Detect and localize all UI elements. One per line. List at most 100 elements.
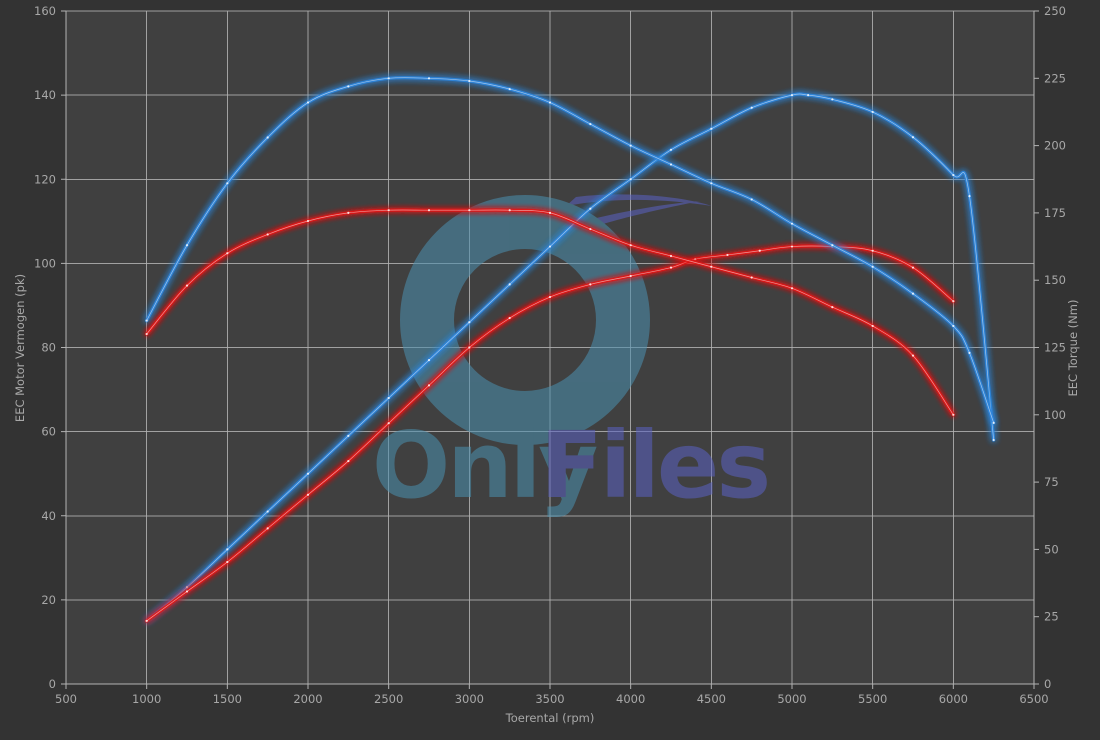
y-tick-label: 100 — [34, 256, 56, 270]
data-point-marker — [185, 586, 189, 589]
data-point-marker — [831, 98, 834, 101]
data-point-marker — [226, 182, 229, 185]
data-point-marker — [468, 346, 471, 349]
data-point-marker — [952, 324, 955, 328]
data-point-marker — [145, 332, 148, 336]
y-tick-label: 40 — [41, 509, 56, 523]
data-point-marker — [266, 136, 269, 139]
data-point-marker — [548, 245, 552, 248]
data-point-marker — [589, 207, 592, 210]
data-point-marker — [427, 384, 431, 387]
data-point-marker — [427, 359, 431, 362]
data-point-marker — [790, 222, 794, 225]
x-tick-label: 2000 — [293, 692, 322, 706]
x-axis-title: Toerental (rpm) — [505, 711, 595, 725]
data-point-marker — [508, 283, 511, 286]
data-point-marker — [831, 244, 834, 247]
data-point-marker — [750, 198, 753, 201]
series-line — [145, 75, 996, 425]
x-tick-label: 3500 — [535, 692, 564, 706]
y2-tick-label: 75 — [1044, 475, 1059, 489]
watermark-text-only: Only — [372, 412, 597, 519]
data-point-marker — [226, 560, 229, 564]
watermark-text-files: Files — [540, 412, 768, 519]
data-point-marker — [508, 209, 511, 212]
x-tick-label: 500 — [55, 692, 77, 706]
data-point-marker — [669, 148, 673, 151]
y2-tick-label: 250 — [1044, 4, 1066, 18]
data-point-marker — [548, 101, 552, 104]
data-point-marker — [992, 438, 995, 442]
data-point-marker — [669, 266, 673, 269]
axes: 500 1000 1500 2000 2500 3000 3500 4000 4500 5000 5… — [34, 4, 1066, 706]
y2-tick-label: 25 — [1044, 610, 1059, 624]
data-point-marker — [266, 510, 269, 513]
y2-tick-label: 225 — [1044, 71, 1066, 85]
data-point-marker — [306, 101, 310, 104]
y2-tick-label: 200 — [1044, 139, 1066, 153]
y2-axis-title: EEC Torque (Nm) — [1066, 300, 1080, 397]
data-point-marker — [508, 87, 511, 91]
data-point-marker — [347, 211, 350, 214]
data-point-marker — [968, 351, 971, 354]
data-point-marker — [669, 254, 673, 258]
data-point-marker — [968, 194, 971, 198]
y2-tick-label: 150 — [1044, 273, 1066, 287]
data-point-marker — [629, 178, 632, 181]
x-tick-label: 5000 — [777, 692, 806, 706]
data-point-marker — [710, 265, 713, 268]
x-tick-label: 5500 — [858, 692, 887, 706]
data-point-marker — [387, 77, 390, 80]
data-point-marker — [952, 300, 955, 303]
data-point-marker — [226, 548, 229, 551]
y2-tick-label: 125 — [1044, 341, 1066, 355]
data-point-marker — [629, 244, 632, 247]
y-tick-label: 60 — [41, 425, 56, 439]
series-line — [145, 244, 955, 623]
data-point-marker — [387, 209, 390, 212]
data-point-marker — [911, 266, 915, 269]
data-point-marker — [952, 173, 955, 177]
data-point-marker — [589, 227, 592, 231]
x-tick-label: 2500 — [374, 692, 403, 706]
data-point-marker — [694, 258, 697, 261]
data-point-marker — [468, 321, 471, 324]
data-point-marker — [871, 324, 874, 328]
watermark: Only Files — [372, 194, 771, 519]
data-point-marker — [185, 284, 189, 287]
data-point-marker — [468, 79, 471, 83]
data-point-marker — [427, 209, 431, 212]
data-point-marker — [306, 219, 310, 223]
x-tick-label: 1000 — [132, 692, 161, 706]
data-point-marker — [629, 144, 632, 147]
data-point-marker — [911, 136, 915, 139]
y2-tick-label: 100 — [1044, 408, 1066, 422]
data-point-marker — [871, 265, 874, 268]
data-point-marker — [750, 106, 753, 109]
data-point-marker — [871, 249, 874, 252]
data-point-marker — [790, 287, 794, 290]
data-point-marker — [911, 354, 915, 357]
data-series — [145, 75, 996, 623]
data-point-marker — [347, 434, 350, 437]
data-point-marker — [548, 295, 552, 299]
data-point-marker — [807, 94, 810, 97]
data-point-marker — [387, 422, 390, 425]
y-tick-label: 20 — [41, 593, 56, 607]
x-tick-label: 6500 — [1019, 692, 1048, 706]
data-point-marker — [669, 163, 673, 166]
data-point-marker — [226, 252, 229, 255]
x-tick-label: 1500 — [213, 692, 242, 706]
x-tick-label: 6000 — [939, 692, 968, 706]
data-point-marker — [548, 211, 552, 214]
data-point-marker — [266, 233, 269, 236]
y-tick-label: 140 — [34, 88, 56, 102]
data-point-marker — [145, 319, 148, 322]
y2-tick-label: 50 — [1044, 542, 1059, 556]
data-point-marker — [992, 421, 995, 424]
data-point-marker — [185, 590, 189, 593]
data-point-marker — [145, 619, 148, 623]
y2-tick-label: 175 — [1044, 206, 1066, 220]
data-point-marker — [508, 316, 511, 320]
data-point-marker — [726, 253, 729, 257]
